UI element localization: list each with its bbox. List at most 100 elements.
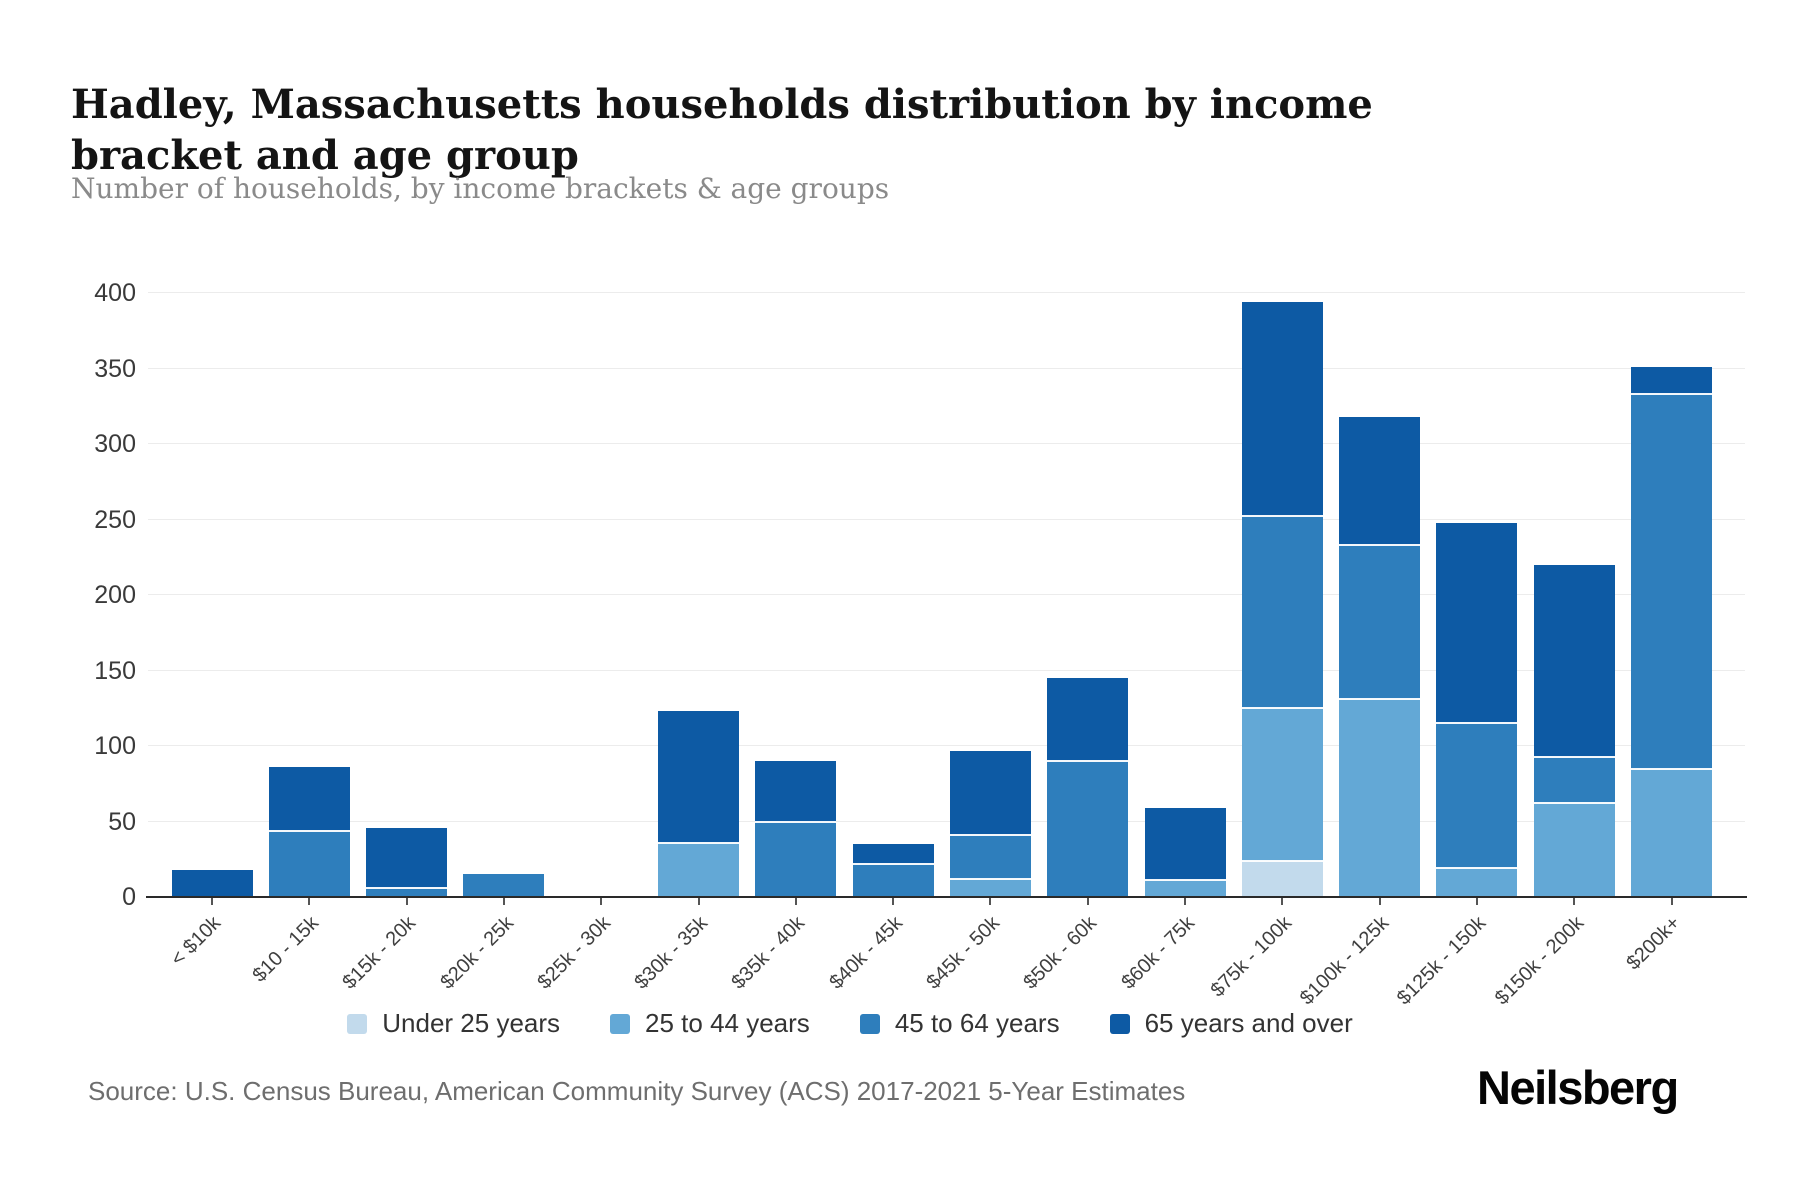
x-tick-mark	[1281, 898, 1284, 905]
gridline	[148, 820, 1745, 822]
x-tick-mark	[989, 898, 992, 905]
x-axis-line	[146, 896, 1747, 898]
bar-segment[interactable]	[1631, 394, 1712, 769]
bar-segment[interactable]	[1533, 803, 1615, 897]
x-tick-label: $100k - 125k	[1295, 912, 1394, 1010]
bar-segment[interactable]	[463, 874, 545, 897]
x-tick-mark	[697, 898, 700, 905]
bar-segment[interactable]	[1436, 522, 1518, 724]
bar-segment[interactable]	[949, 835, 1031, 879]
legend-item[interactable]: 65 years and over	[1109, 1008, 1353, 1039]
segment-separator	[1339, 544, 1421, 547]
brand-logo: Neilsberg	[1477, 1061, 1679, 1114]
bar-segment[interactable]	[1339, 545, 1421, 700]
bar-segment[interactable]	[1533, 756, 1615, 804]
gridline	[148, 594, 1745, 595]
gridline	[148, 669, 1745, 671]
bar-segment[interactable]	[852, 844, 934, 864]
bar-segment[interactable]	[852, 863, 934, 897]
x-tick-mark	[308, 898, 311, 905]
bar-segment[interactable]	[755, 761, 837, 822]
x-tick-mark	[1475, 898, 1478, 905]
bar-segment[interactable]	[1144, 880, 1226, 897]
segment-separator	[1047, 760, 1129, 763]
segment-separator	[949, 834, 1031, 837]
gridline	[148, 745, 1745, 746]
x-tick-mark	[502, 898, 505, 905]
x-tick-label: $150k - 200k	[1490, 912, 1588, 1010]
source-text: Source: U.S. Census Bureau, American Com…	[88, 1076, 1186, 1106]
bar-segment[interactable]	[1436, 868, 1518, 897]
segment-separator	[1631, 393, 1712, 396]
page-subtitle: Number of households, by income brackets…	[71, 172, 890, 205]
segment-separator	[949, 877, 1031, 880]
x-tick-label: $60k - 75k	[1116, 912, 1199, 994]
bar-segment[interactable]	[1339, 699, 1421, 897]
gridline	[148, 518, 1745, 520]
legend: Under 25 years 25 to 44 years 45 to 64 yea…	[0, 1008, 1700, 1039]
x-tick-label: $20k - 25k	[435, 912, 518, 994]
x-tick-label: $10 - 15k	[248, 912, 323, 987]
segment-separator	[1631, 767, 1712, 770]
x-tick-label: < $10k	[167, 912, 226, 971]
x-tick-label: $15k - 20k	[338, 912, 421, 994]
bar-segment[interactable]	[1533, 564, 1615, 757]
segment-separator	[1436, 722, 1518, 725]
legend-label: 45 to 64 years	[894, 1008, 1060, 1038]
bar-segment[interactable]	[1241, 302, 1323, 517]
bar-segment[interactable]	[268, 830, 350, 897]
bar-segment[interactable]	[949, 750, 1031, 836]
x-tick-label: $30k - 35k	[630, 912, 713, 994]
bar-segment[interactable]	[658, 842, 739, 897]
x-tick-mark	[1573, 898, 1576, 905]
bar-segment[interactable]	[1241, 860, 1323, 897]
x-tick-mark	[1086, 898, 1089, 905]
bar-segment[interactable]	[1047, 761, 1129, 897]
legend-swatch	[1109, 1013, 1130, 1034]
segment-separator	[1241, 859, 1323, 862]
legend-label: 65 years and over	[1144, 1008, 1353, 1038]
legend-item[interactable]: 25 to 44 years	[610, 1008, 810, 1039]
x-tick-mark	[794, 898, 797, 905]
bar-segment[interactable]	[1047, 678, 1129, 762]
bar-segment[interactable]	[366, 887, 448, 897]
bar-segment[interactable]	[366, 827, 448, 888]
bar-segment[interactable]	[658, 711, 739, 843]
x-tick-label: $75k - 100k	[1206, 912, 1296, 1002]
x-tick-label: $200k+	[1622, 912, 1686, 975]
bar-segment[interactable]	[1631, 768, 1712, 897]
bar-segment[interactable]	[1436, 723, 1518, 869]
y-tick-label: 350	[94, 354, 136, 383]
y-tick-label: 150	[94, 656, 136, 685]
x-tick-mark	[211, 898, 213, 905]
legend-item[interactable]: 45 to 64 years	[859, 1008, 1060, 1039]
bar-segment[interactable]	[1241, 708, 1323, 861]
y-tick-label: 200	[94, 581, 136, 609]
segment-separator	[1339, 698, 1421, 701]
bar-segment[interactable]	[949, 878, 1031, 897]
x-tick-mark	[405, 898, 408, 905]
segment-separator	[268, 829, 350, 832]
x-tick-mark	[1184, 898, 1186, 905]
x-tick-label: $125k - 150k	[1393, 912, 1491, 1010]
x-tick-label: $35k - 40k	[727, 912, 810, 994]
bar-segment[interactable]	[1241, 516, 1323, 709]
segment-separator	[1533, 755, 1615, 758]
segment-separator	[1241, 707, 1323, 710]
bar-segment[interactable]	[171, 869, 253, 897]
bar-segment[interactable]	[1631, 367, 1712, 395]
segment-separator	[1533, 802, 1615, 805]
bar-segment[interactable]	[1339, 416, 1421, 546]
bar-segment[interactable]	[1144, 807, 1226, 881]
legend-label: 25 to 44 years	[645, 1008, 810, 1038]
x-tick-label: $25k - 30k	[533, 912, 615, 994]
segment-separator	[1144, 879, 1226, 882]
legend-item[interactable]: Under 25 years	[347, 1008, 560, 1039]
bar-segment[interactable]	[755, 821, 837, 897]
legend-swatch	[347, 1013, 368, 1034]
bar-segment[interactable]	[268, 767, 350, 831]
y-tick-label: 250	[94, 505, 136, 534]
x-tick-mark	[1670, 898, 1673, 905]
gridline	[148, 443, 1745, 444]
x-tick-label: $45k - 50k	[922, 912, 1004, 994]
